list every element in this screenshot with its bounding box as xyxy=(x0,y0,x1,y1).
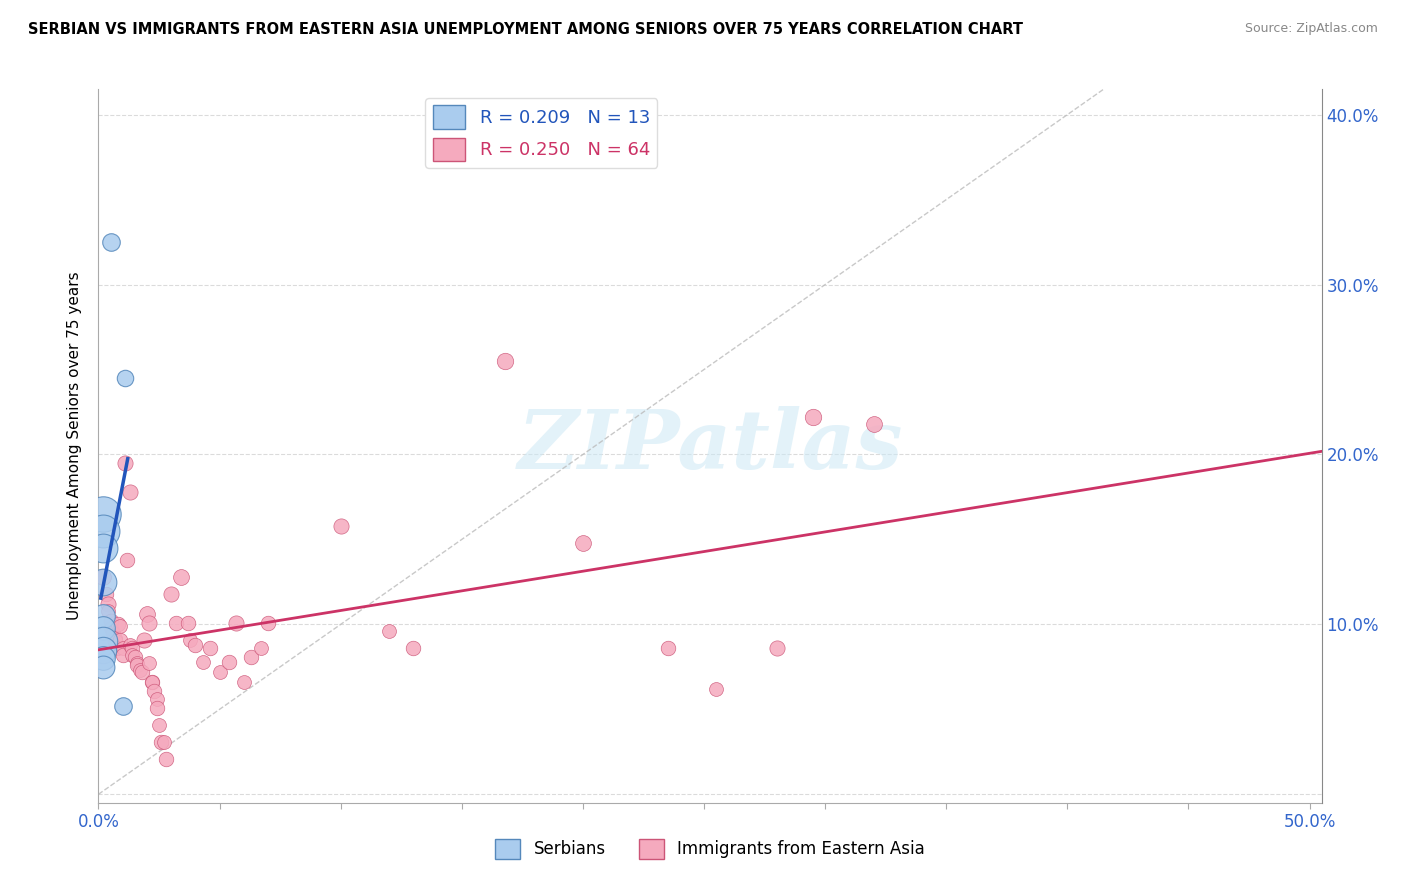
Point xyxy=(107,641,129,656)
Point xyxy=(218,655,240,669)
Point xyxy=(91,574,114,589)
Point xyxy=(232,675,254,690)
Point xyxy=(97,604,120,618)
Point xyxy=(91,524,114,538)
Point xyxy=(118,638,141,652)
Point xyxy=(145,692,167,706)
Point xyxy=(141,675,163,690)
Point xyxy=(165,615,187,630)
Point xyxy=(91,541,114,555)
Point xyxy=(257,615,280,630)
Point xyxy=(177,615,200,630)
Point xyxy=(107,617,129,632)
Point xyxy=(110,619,132,633)
Point xyxy=(100,614,122,628)
Point xyxy=(160,587,183,601)
Point xyxy=(124,649,146,664)
Point xyxy=(208,665,231,679)
Point xyxy=(138,657,160,671)
Point xyxy=(91,608,114,623)
Point xyxy=(91,507,114,521)
Point xyxy=(170,570,193,584)
Point xyxy=(114,371,136,385)
Point xyxy=(198,641,221,656)
Point xyxy=(131,665,153,679)
Point xyxy=(494,354,516,368)
Point xyxy=(121,648,143,662)
Point xyxy=(704,681,727,696)
Point xyxy=(111,648,134,662)
Point xyxy=(91,634,114,648)
Point xyxy=(127,657,149,671)
Point xyxy=(155,751,177,765)
Point xyxy=(110,632,132,647)
Text: Source: ZipAtlas.com: Source: ZipAtlas.com xyxy=(1244,22,1378,36)
Point xyxy=(150,734,173,748)
Point xyxy=(143,683,166,698)
Point xyxy=(111,698,134,713)
Point xyxy=(145,700,167,714)
Legend: Serbians, Immigrants from Eastern Asia: Serbians, Immigrants from Eastern Asia xyxy=(488,832,932,866)
Point xyxy=(94,587,117,601)
Point xyxy=(104,631,127,645)
Point xyxy=(135,607,157,622)
Text: SERBIAN VS IMMIGRANTS FROM EASTERN ASIA UNEMPLOYMENT AMONG SENIORS OVER 75 YEARS: SERBIAN VS IMMIGRANTS FROM EASTERN ASIA … xyxy=(28,22,1024,37)
Point xyxy=(121,641,143,656)
Point xyxy=(801,410,824,425)
Point xyxy=(127,658,149,673)
Point xyxy=(118,484,141,499)
Point xyxy=(114,456,136,470)
Point xyxy=(91,621,114,635)
Point xyxy=(179,632,201,647)
Point xyxy=(91,643,114,657)
Point xyxy=(657,641,679,656)
Point xyxy=(572,536,595,550)
Point xyxy=(91,570,114,584)
Point xyxy=(153,734,176,748)
Point xyxy=(134,632,156,647)
Point xyxy=(329,519,352,533)
Point xyxy=(249,641,271,656)
Point xyxy=(91,660,114,674)
Point xyxy=(91,651,114,665)
Point xyxy=(184,638,207,652)
Point xyxy=(225,615,247,630)
Point xyxy=(104,634,127,648)
Point xyxy=(97,597,120,611)
Point xyxy=(765,641,787,656)
Point xyxy=(378,624,401,639)
Point xyxy=(191,655,214,669)
Point xyxy=(141,675,163,690)
Point xyxy=(402,641,425,656)
Point xyxy=(100,621,122,635)
Point xyxy=(240,649,263,664)
Point xyxy=(128,663,150,677)
Point xyxy=(111,641,134,656)
Point xyxy=(100,235,122,249)
Point xyxy=(101,626,124,640)
Text: ZIPatlas: ZIPatlas xyxy=(517,406,903,486)
Point xyxy=(117,553,139,567)
Point xyxy=(138,615,160,630)
Point xyxy=(862,417,884,431)
Y-axis label: Unemployment Among Seniors over 75 years: Unemployment Among Seniors over 75 years xyxy=(67,272,83,620)
Point xyxy=(148,717,170,731)
